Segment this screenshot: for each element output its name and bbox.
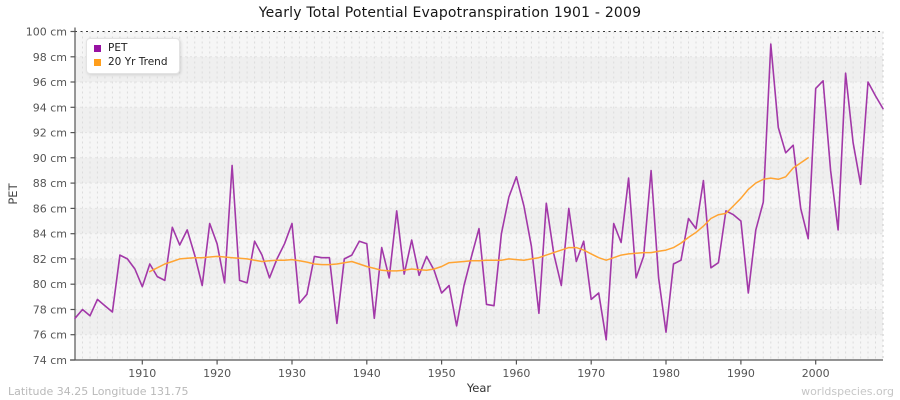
svg-text:74 cm: 74 cm xyxy=(33,354,67,367)
svg-text:96 cm: 96 cm xyxy=(33,76,67,89)
legend-label-trend: 20 Yr Trend xyxy=(108,56,168,68)
pet-line xyxy=(74,43,884,341)
svg-text:1980: 1980 xyxy=(652,367,680,380)
svg-text:1970: 1970 xyxy=(577,367,605,380)
trend-series-marker-icon xyxy=(94,59,101,66)
svg-text:94 cm: 94 cm xyxy=(33,101,67,114)
svg-text:86 cm: 86 cm xyxy=(33,202,67,215)
legend-item-trend: 20 Yr Trend xyxy=(94,56,168,69)
svg-text:1910: 1910 xyxy=(128,367,156,380)
svg-text:1990: 1990 xyxy=(727,367,755,380)
y-axis-label: PET xyxy=(6,183,20,205)
svg-text:78 cm: 78 cm xyxy=(33,304,67,317)
legend-item-pet: PET xyxy=(94,42,168,55)
svg-text:84 cm: 84 cm xyxy=(33,228,67,241)
footer-watermark: worldspecies.org xyxy=(801,385,894,398)
svg-text:80 cm: 80 cm xyxy=(33,278,67,291)
svg-text:1930: 1930 xyxy=(278,367,306,380)
svg-text:2000: 2000 xyxy=(802,367,830,380)
svg-text:90 cm: 90 cm xyxy=(33,152,67,165)
legend-label-pet: PET xyxy=(108,42,128,54)
pet-series-marker-icon xyxy=(94,45,101,52)
x-axis-label: Year xyxy=(466,381,492,395)
svg-text:1960: 1960 xyxy=(502,367,530,380)
chart-title: Yearly Total Potential Evapotranspiratio… xyxy=(258,5,642,21)
svg-text:1950: 1950 xyxy=(428,367,456,380)
svg-text:88 cm: 88 cm xyxy=(33,177,67,190)
trend-line xyxy=(149,157,809,273)
legend: PET 20 Yr Trend xyxy=(86,38,180,74)
svg-text:82 cm: 82 cm xyxy=(33,253,67,266)
footer-coordinates: Latitude 34.25 Longitude 131.75 xyxy=(8,385,189,398)
svg-text:76 cm: 76 cm xyxy=(33,329,67,342)
svg-text:1940: 1940 xyxy=(353,367,381,380)
svg-text:98 cm: 98 cm xyxy=(33,51,67,64)
svg-text:100 cm: 100 cm xyxy=(26,26,67,39)
svg-text:92 cm: 92 cm xyxy=(33,127,67,140)
svg-text:1920: 1920 xyxy=(203,367,231,380)
